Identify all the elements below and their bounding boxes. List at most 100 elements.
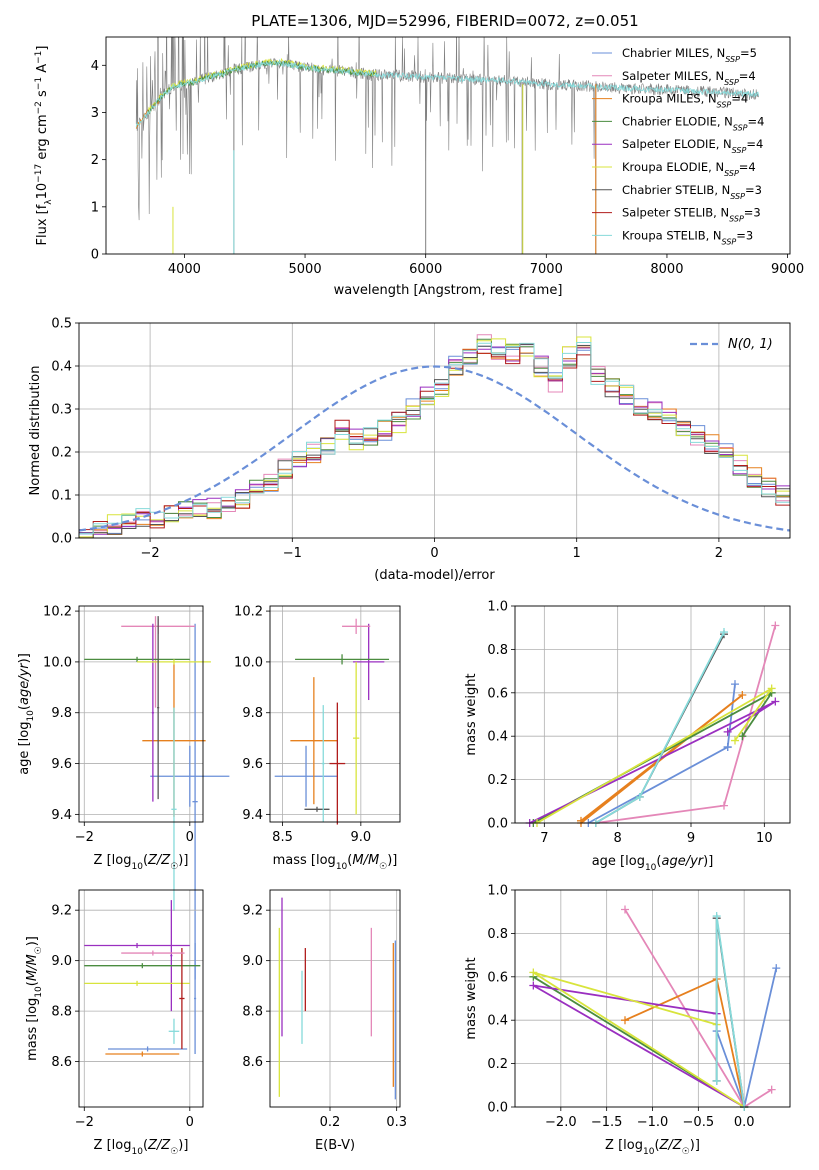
y-tick-label: 10.0 [234,655,263,670]
label-part: 10 [131,1147,143,1157]
z_age-ylabel: age [log10(age/yr)] [17,653,36,775]
x-tick-label: 1 [573,546,581,561]
x-tick-label: 8 [614,831,622,846]
x-tick-label: 9.0 [350,830,371,845]
label-part: age/yr [661,854,704,869]
weight-marker [723,743,732,752]
y-tick-label: 0.2 [51,446,72,461]
label-part: ☉ [170,1147,178,1157]
x-tick-label: −1.5 [591,1115,623,1130]
mass_age-xlabel: mass [log10(M/M☉)] [273,853,398,872]
z_age-axes: −2 0 9.4 9.6 9.8 10.0 10.2 [43,605,203,845]
residual-histogram [79,342,790,538]
label-part: λ [44,199,54,205]
legend-subscript: SSP [733,123,748,132]
legend-name: Kroupa MILES, N [622,92,717,106]
y-tick-label: 9.6 [51,757,72,772]
y-tick-label: 3 [91,106,99,121]
z_weight-ylabel: mass weight [464,957,479,1039]
x-tick-label: −0.5 [683,1115,715,1130]
residual-legend-label: N(0, 1) [728,337,773,352]
legend-label: Salpeter STELIB, NSSP=3 [622,206,761,224]
label-part: Z/Z [147,853,171,868]
label-part: )] [387,853,397,868]
weight-marker [731,680,739,689]
y-tick-label: 0.6 [487,686,508,701]
y-tick-label: 1 [91,200,99,215]
spectrum-frame [105,36,791,255]
legend-label: Salpeter ELODIE, NSSP=4 [622,137,763,155]
legend-subscript: SSP [724,77,739,86]
legend-count: =4 [746,137,763,151]
legend-name: Chabrier STELIB, N [622,183,730,197]
y-tick-label: 0.4 [487,730,508,745]
label-part: ] [35,46,50,51]
mass_age-axes: 8.5 9.0 9.4 9.6 9.8 10.0 10.2 [234,605,400,845]
label-part: ☉ [379,862,387,872]
y-tick-label: 0.0 [487,1101,508,1116]
observed-spectrum [135,37,759,221]
weight-line [536,687,773,824]
z_mass-markers [84,900,201,1057]
legend-label: Kroupa ELODIE, NSSP=4 [622,160,756,178]
legend-name: Salpeter MILES, N [622,69,724,83]
z_weight-axes: −2.0 −1.5 −1.0 −0.5 0.0 0.0 0.2 0.4 0.6 0.8 1.0 [487,884,790,1130]
weight-marker [731,736,739,745]
label-part: ( [25,981,40,986]
y-tick-label: 9.8 [51,706,72,721]
x-tick-label: 0.2 [320,1115,341,1130]
label-part: Z [log [94,853,132,868]
weight-marker [635,792,644,801]
weight-marker [712,1076,721,1085]
spectrum-axes: 4000 5000 6000 7000 8000 9000 0 1 2 3 4 [91,59,804,277]
z_age-xlabel: Z [log10(Z/Z☉)] [94,853,189,872]
x-tick-label: −2.0 [545,1115,577,1130]
label-part: ☉ [170,862,178,872]
x-tick-label: 8.5 [272,830,293,845]
weight-line [715,915,746,1108]
y-tick-label: 10.2 [234,605,263,620]
y-tick-label: 0.5 [51,317,72,332]
y-tick-label: 0.2 [487,1057,508,1072]
y-tick-label: 8.6 [242,1055,263,1070]
legend-subscript: SSP [725,55,740,64]
z_age-frame [78,605,204,823]
y-tick-label: 8.8 [51,1005,72,1020]
legend-count: =4 [739,160,756,174]
spectrum-xlabel: wavelength [Angstrom, rest frame] [334,283,563,298]
y-tick-label: 0.8 [487,927,508,942]
weight-marker [720,801,728,810]
weight-marker [738,732,747,741]
y-tick-label: 9.8 [242,706,263,721]
ebv_mass-frame [269,889,401,1108]
y-tick-label: 0.4 [51,360,72,375]
y-tick-label: 10.2 [43,605,72,620]
residuals-frame [78,322,791,539]
weight-marker [621,1016,629,1025]
x-tick-label: 6000 [409,262,442,277]
weight-line [529,700,776,824]
weight-line [715,967,778,1111]
residual-xlabel: (data-model)/error [374,568,495,583]
x-tick-label: 0.3 [386,1115,407,1130]
legend-label: Kroupa MILES, NSSP=4 [622,92,748,110]
z_weight-frame [514,889,791,1108]
y-tick-label: 1.0 [487,600,508,615]
weight-marker [772,964,781,973]
label-part: age [log [592,854,645,869]
label-part: age/yr [17,662,32,705]
label-part: M/M [352,853,379,868]
x-tick-label: −1 [283,546,302,561]
residual-ylabel: Normed distribution [28,366,43,496]
label-part: age [log [17,722,32,775]
y-tick-label: 0.0 [51,532,72,547]
label-part: )] [178,1138,188,1153]
y-tick-label: 0.0 [487,817,508,832]
x-tick-label: 8000 [650,262,683,277]
label-part: )] [25,936,40,946]
weight-line [595,625,777,824]
x-tick-label: 0 [186,1115,194,1130]
z_weight-xlabel: Z [log10(Z/Z☉)] [605,1138,700,1157]
